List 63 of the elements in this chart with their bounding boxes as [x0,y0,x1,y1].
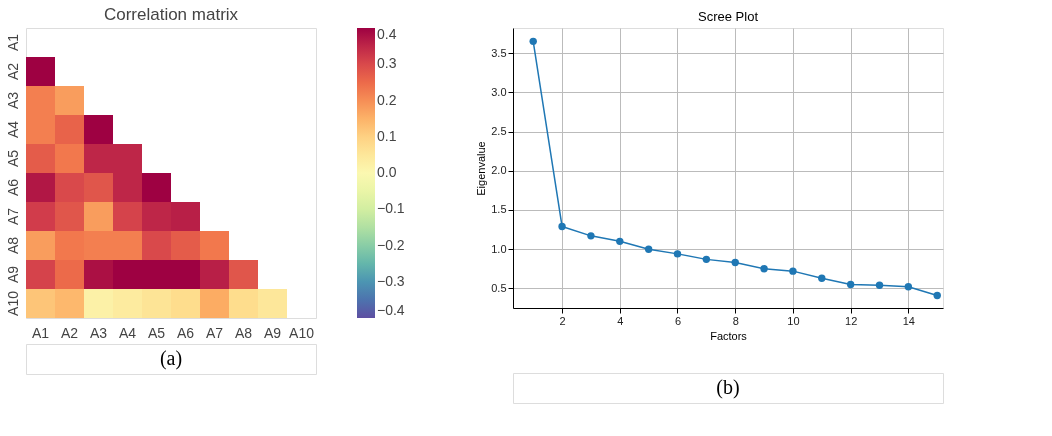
x-tick-label: 8 [732,314,739,327]
point [558,222,566,231]
y-tick-label: A5 [4,149,21,168]
x-tick-label: A5 [147,324,166,341]
point [875,281,884,289]
y-tick-label: 3.0 [491,85,507,98]
chart-title: Scree Plot [698,9,759,24]
x-tick-label: A2 [60,324,79,341]
text: (b) [716,376,740,399]
color-bar-label: 0.1 [377,127,397,144]
point [644,245,653,253]
point [846,280,855,289]
y-tick-label: A6 [4,178,21,197]
y-tick-label: 3.5 [491,46,507,59]
x-tick-label: A6 [176,324,195,341]
color-bar-label: −0.4 [377,302,405,318]
color-bar-label: 0.0 [377,164,397,180]
point [933,291,941,300]
y-tick-label: 2.5 [491,125,507,138]
color-bar-label: −0.3 [377,272,405,289]
point [760,265,768,273]
point [702,255,711,264]
y-tick-label: 1.0 [491,242,507,255]
x-tick-label: 4 [617,314,624,327]
point [789,267,797,275]
y-tick-label: 1.5 [491,203,507,216]
y-tick-label: A9 [4,265,21,284]
y-tick-label: A3 [4,91,21,110]
text: (a) [159,347,183,370]
x-tick-label: A7 [205,324,224,341]
x-tick-label: A8 [234,324,253,341]
point [904,283,913,291]
x-tick-label: 10 [787,314,800,327]
color-bar-label: −0.1 [377,200,405,217]
point [529,37,537,46]
x-tick-label: A3 [89,324,108,341]
color-bar-label: −0.2 [377,236,405,253]
y-tick-label: A7 [4,207,21,226]
color-bar-label: 0.2 [377,91,397,108]
point [587,232,595,240]
point [673,250,682,258]
y-tick-label: A2 [4,62,21,81]
y-tick-label: A4 [4,120,21,139]
x-axis-title: Factors [710,329,748,342]
x-tick-label: A4 [118,324,137,341]
x-tick-label: 2 [559,314,566,327]
x-tick-label: 6 [674,314,682,327]
x-tick-label: A9 [263,324,282,341]
y-axis-title: Eigenvalue [475,141,488,196]
x-tick-label: 12 [845,314,858,327]
x-tick-label: 14 [902,314,915,327]
point [731,258,739,267]
y-tick-label: 0.5 [491,281,507,294]
color-bar-label: 0.3 [377,55,397,72]
chart-title: Correlation matrix [103,5,239,24]
y-tick-label: A1 [4,33,21,52]
y-tick-label: 2.0 [491,164,507,177]
x-tick-label: A1 [31,324,50,341]
point [616,237,624,246]
x-tick-label: A10 [289,324,315,341]
point [818,274,826,282]
y-tick-label: A8 [4,236,21,255]
color-bar-label: 0.4 [377,26,397,42]
